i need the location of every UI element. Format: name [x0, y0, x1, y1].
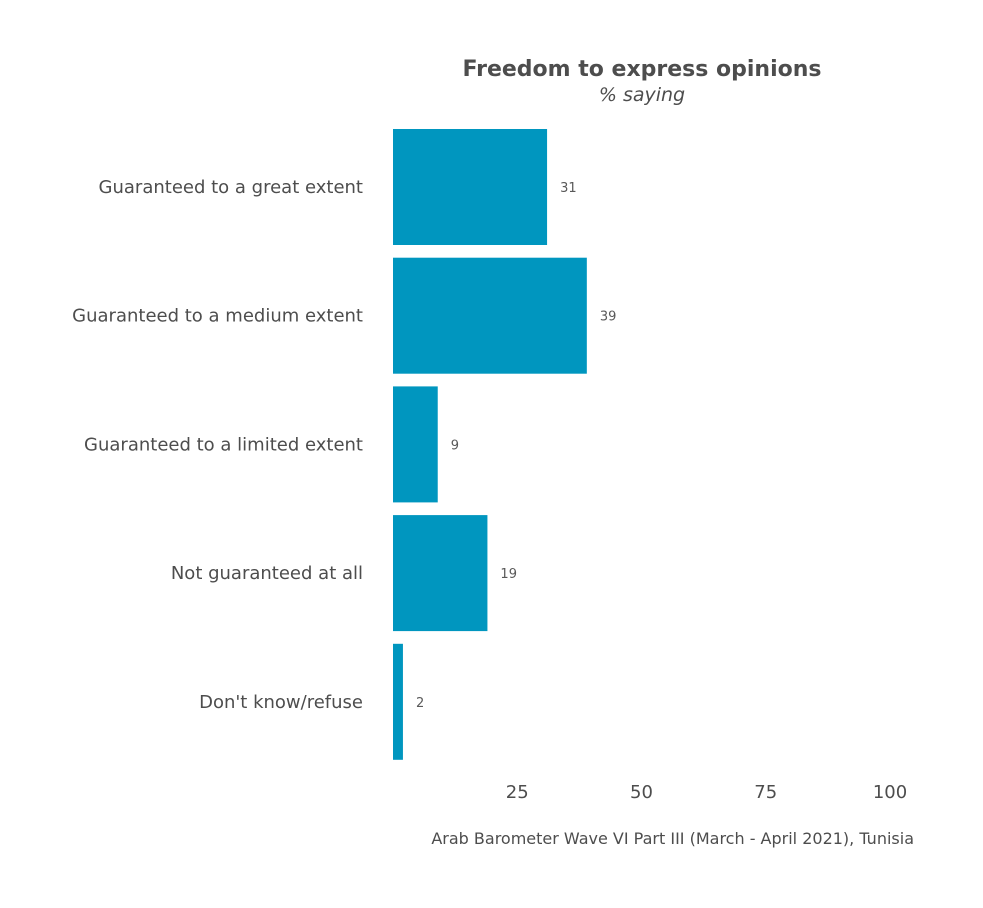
data-label: 2 — [416, 696, 424, 711]
category-labels-group: Guaranteed to a great extent Guaranteed t… — [72, 177, 363, 713]
bar — [393, 129, 548, 245]
data-label: 31 — [560, 181, 577, 196]
data-label: 39 — [600, 310, 617, 325]
bar — [393, 257, 587, 374]
category-label: Guaranteed to a medium extent — [72, 306, 363, 327]
chart-subtitle: % saying — [599, 84, 685, 106]
x-tick-label: 50 — [630, 782, 653, 803]
bar — [393, 515, 488, 632]
value-labels-group: 31 39 9 19 2 — [416, 181, 616, 711]
category-label: Don't know/refuse — [199, 692, 363, 713]
x-tick-label: 100 — [873, 782, 907, 803]
bar — [393, 386, 438, 503]
x-tick-label: 75 — [754, 782, 777, 803]
chart-caption: Arab Barometer Wave VI Part III (March -… — [431, 829, 914, 848]
bar — [393, 643, 403, 760]
x-tick-label: 25 — [506, 782, 529, 803]
x-axis: 25 50 75 100 — [506, 782, 907, 803]
category-label: Guaranteed to a great extent — [99, 177, 363, 198]
category-label: Guaranteed to a limited extent — [84, 434, 363, 455]
bars-group — [393, 129, 587, 760]
chart-title: Freedom to express opinions — [462, 57, 821, 82]
category-label: Not guaranteed at all — [171, 563, 363, 584]
data-label: 19 — [500, 567, 517, 582]
data-label: 9 — [451, 438, 459, 453]
